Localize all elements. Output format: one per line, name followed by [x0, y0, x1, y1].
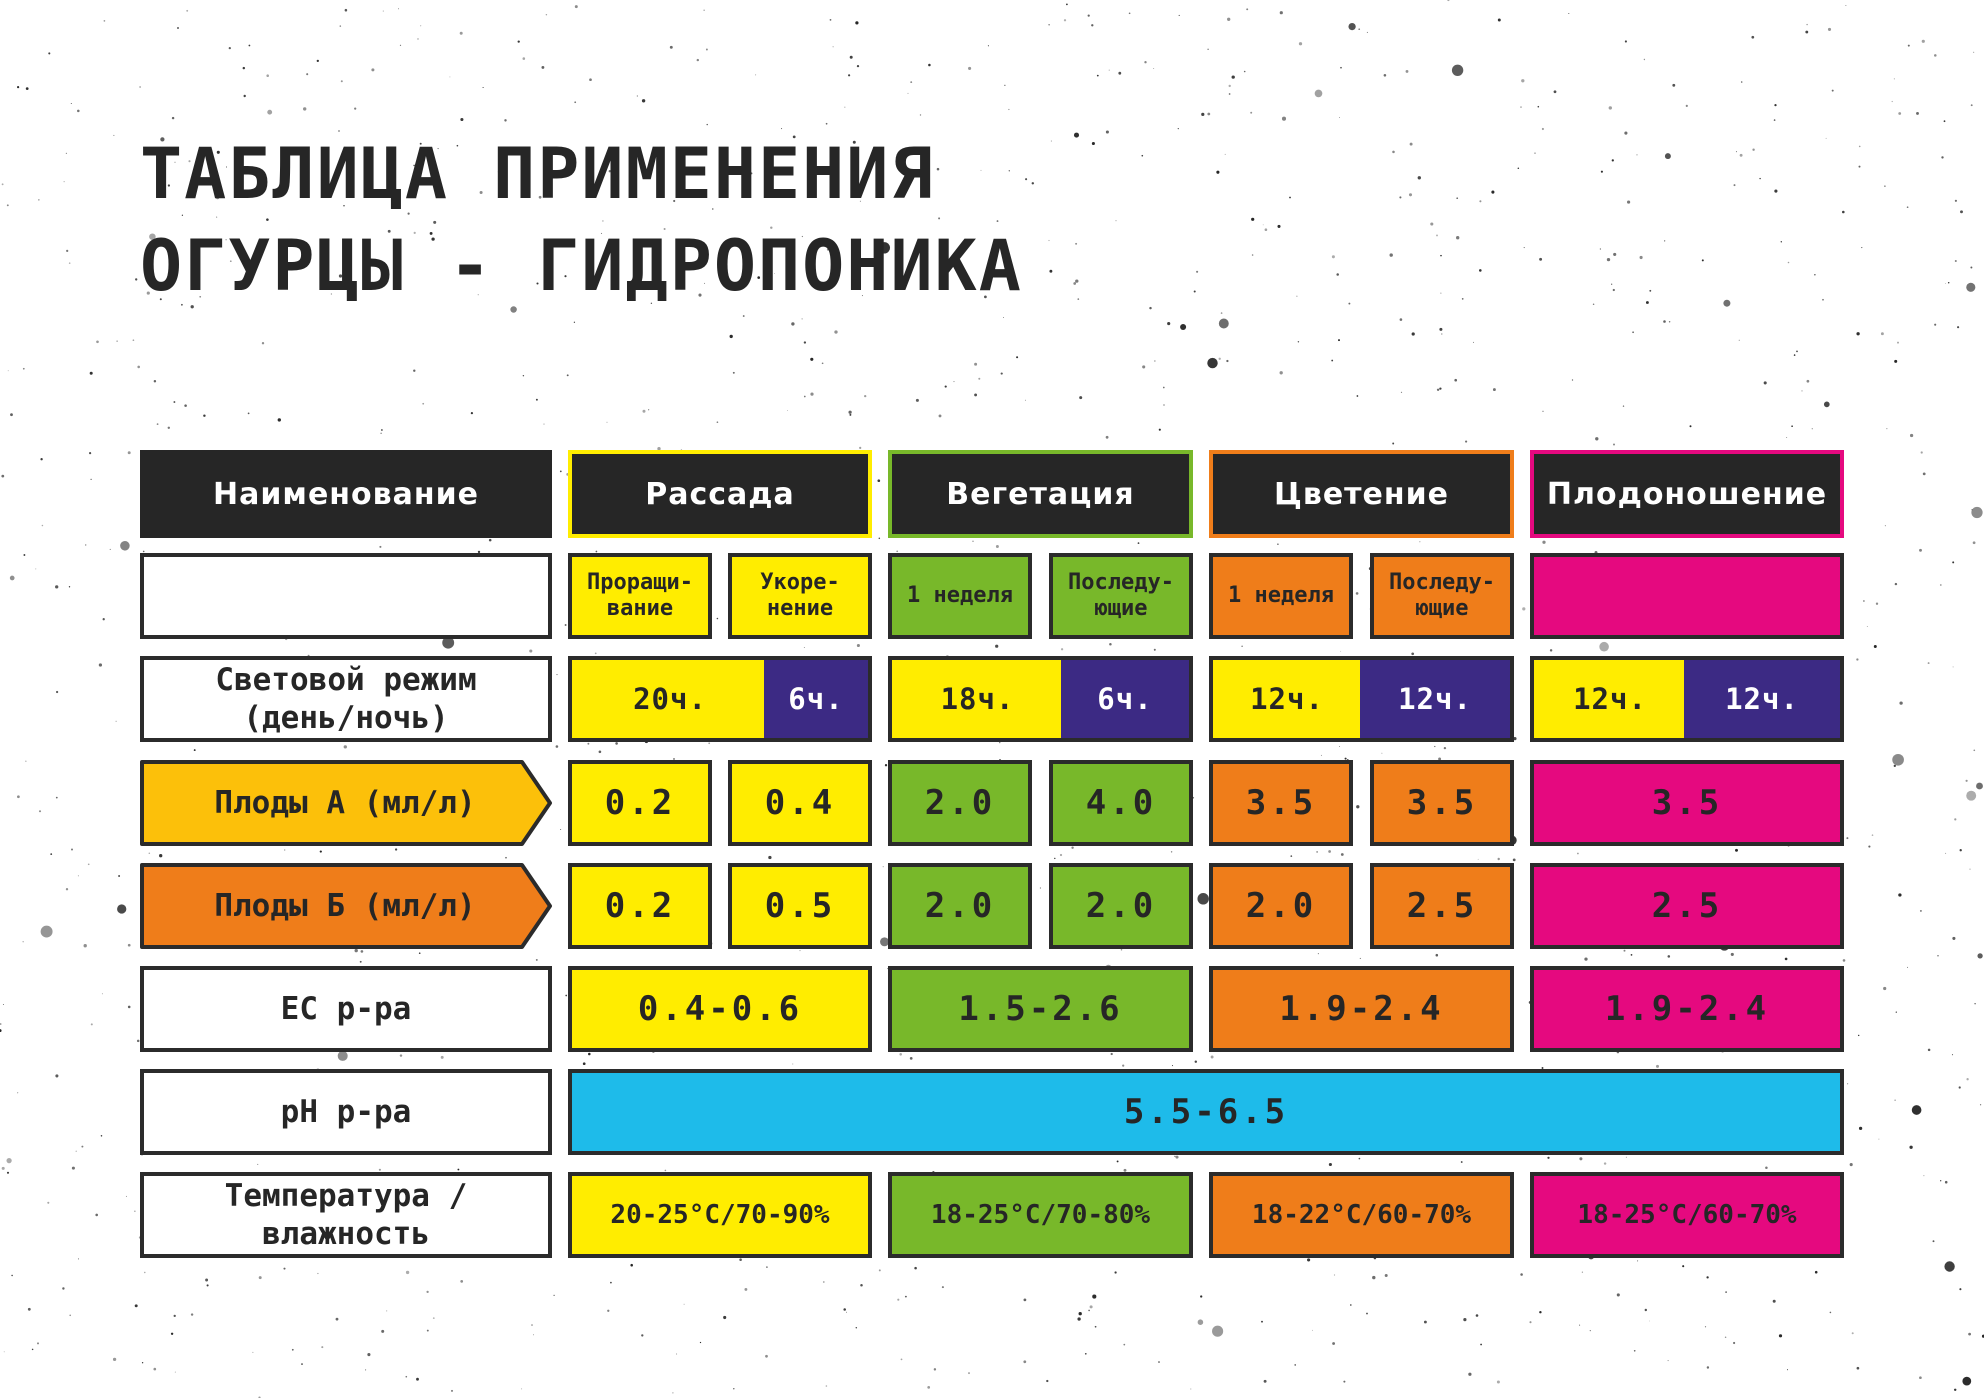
fruits-b-vegetation-2: 2.0 [1049, 863, 1193, 949]
substage-vegetation-2: Последу-ющие [1049, 553, 1193, 639]
substage-flowering-2: Последу-ющие [1370, 553, 1514, 639]
light-flowering-night: 12ч. [1360, 656, 1514, 742]
row-label-temperature: Температура / влажность [140, 1172, 552, 1258]
header-name: Наименование [140, 450, 552, 538]
fruits-b-seedling-2: 0.5 [728, 863, 872, 949]
substage-fruiting [1530, 553, 1844, 639]
substage-seedling-1: Проращи-вание [568, 553, 712, 639]
light-fruiting-day: 12ч. [1530, 656, 1686, 742]
fruits-a-seedling-1: 0.2 [568, 760, 712, 846]
fruits-b-flowering-1: 2.0 [1209, 863, 1353, 949]
light-seedling-night: 6ч. [764, 656, 872, 742]
ph-value: 5.5-6.5 [568, 1069, 1844, 1155]
fruits-b-vegetation-1: 2.0 [888, 863, 1032, 949]
fruits-b-seedling-1: 0.2 [568, 863, 712, 949]
light-vegetation-night: 6ч. [1061, 656, 1193, 742]
fruits-a-flowering-2: 3.5 [1370, 760, 1514, 846]
fruits-a-vegetation-1: 2.0 [888, 760, 1032, 846]
ec-fruiting: 1.9-2.4 [1530, 966, 1844, 1052]
header-flowering: Цветение [1209, 450, 1514, 538]
temperature-fruiting: 18-25°C/60-70% [1530, 1172, 1844, 1258]
fruits-a-flowering-1: 3.5 [1209, 760, 1353, 846]
header-seedling: Рассада [568, 450, 872, 538]
page-title: ТАБЛИЦА ПРИМЕНЕНИЯ ОГУРЦЫ - ГИДРОПОНИКА [140, 128, 1023, 312]
ec-vegetation: 1.5-2.6 [888, 966, 1193, 1052]
header-vegetation: Вегетация [888, 450, 1193, 538]
fruits-a-vegetation-2: 4.0 [1049, 760, 1193, 846]
temperature-seedling: 20-25°C/70-90% [568, 1172, 872, 1258]
fruits-a-seedling-2: 0.4 [728, 760, 872, 846]
substage-seedling-2: Укоре-нение [728, 553, 872, 639]
substage-vegetation-1: 1 неделя [888, 553, 1032, 639]
row-label-ec: EC р-ра [140, 966, 552, 1052]
ec-flowering: 1.9-2.4 [1209, 966, 1514, 1052]
fruits-b-fruiting: 2.5 [1530, 863, 1844, 949]
temperature-vegetation: 18-25°C/70-80% [888, 1172, 1193, 1258]
ec-seedling: 0.4-0.6 [568, 966, 872, 1052]
header-fruiting: Плодоношение [1530, 450, 1844, 538]
light-flowering-day: 12ч. [1209, 656, 1361, 742]
temperature-flowering: 18-22°C/60-70% [1209, 1172, 1514, 1258]
fruits-b-flowering-2: 2.5 [1370, 863, 1514, 949]
fruits-a-fruiting: 3.5 [1530, 760, 1844, 846]
fruits-b-label: Плоды Б (мл/л) [214, 888, 476, 924]
label-arrow-shape [140, 863, 552, 949]
light-vegetation-day: 18ч. [888, 656, 1063, 742]
row-label-light: Световой режим (день/ночь) [140, 656, 552, 742]
row-label-fruits-b: Плоды Б (мл/л) [140, 863, 554, 949]
light-fruiting-night: 12ч. [1684, 656, 1844, 742]
substage-label-empty [140, 553, 552, 639]
substage-flowering-1: 1 неделя [1209, 553, 1353, 639]
row-label-ph: pH р-ра [140, 1069, 552, 1155]
title-line-2: ОГУРЦЫ - ГИДРОПОНИКА [140, 225, 1023, 307]
row-label-fruits-a: Плоды А (мл/л) [140, 760, 554, 846]
title-line-1: ТАБЛИЦА ПРИМЕНЕНИЯ [140, 133, 935, 215]
fruits-a-label: Плоды А (мл/л) [214, 785, 476, 821]
label-arrow-shape [140, 760, 552, 846]
light-seedling-day: 20ч. [568, 656, 768, 742]
